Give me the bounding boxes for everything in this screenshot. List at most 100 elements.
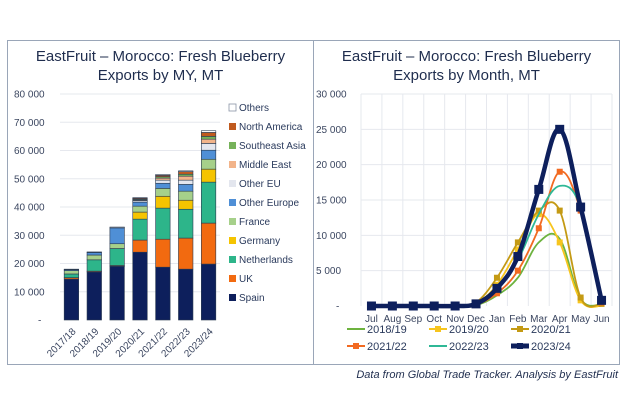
bar-segment-other-europe xyxy=(178,184,194,192)
bar-segment-netherlands xyxy=(63,273,79,278)
legend-swatch xyxy=(229,142,236,149)
y-tick-label: 10 000 xyxy=(14,287,45,298)
y-tick-label: 80 000 xyxy=(14,90,45,101)
bar-segment-france xyxy=(201,158,217,170)
x-tick-label: Jan xyxy=(489,314,505,325)
y-tick-label: 60 000 xyxy=(14,146,45,157)
x-tick-label: Aug xyxy=(383,314,401,325)
legend-label: Other EU xyxy=(239,179,281,190)
bar-segment-spain xyxy=(63,278,79,321)
data-point xyxy=(535,225,542,232)
chart-title-left: EastFruit – Morocco: Fresh Blueberry Exp… xyxy=(8,47,313,85)
y-tick-label: 30 000 xyxy=(316,90,347,101)
bar-segment-spain xyxy=(201,263,217,321)
bar-segment-other-eu xyxy=(178,179,194,185)
data-point xyxy=(429,301,439,311)
data-point xyxy=(471,299,481,309)
y-tick-label: 20 000 xyxy=(316,160,347,171)
data-point xyxy=(535,207,542,214)
bar-segment-other-europe xyxy=(132,201,148,207)
x-tick-label: Apr xyxy=(552,314,568,325)
y-tick-label: 40 000 xyxy=(14,203,45,214)
x-tick-label: Nov xyxy=(446,314,464,325)
bar-segment-others xyxy=(86,251,102,253)
x-tick-label: Jun xyxy=(593,314,609,325)
legend-swatch xyxy=(229,256,236,263)
bar-segment-france xyxy=(63,270,79,275)
data-point xyxy=(576,202,586,212)
title-line-1: EastFruit – Morocco: Fresh Blueberry xyxy=(341,48,592,65)
data-point xyxy=(493,290,500,297)
bar-segment-netherlands xyxy=(178,208,194,239)
bar-segment-others xyxy=(132,197,148,199)
x-tick-label: May xyxy=(571,314,590,325)
x-tick-label: Sep xyxy=(404,314,422,325)
bar-segment-germany xyxy=(178,199,194,210)
legend-marker xyxy=(353,343,359,349)
legend-label: North America xyxy=(239,122,303,133)
bar-segment-netherlands xyxy=(155,207,171,240)
data-point xyxy=(493,274,500,281)
bar-segment-other-europe xyxy=(109,227,125,245)
bar-segment-france xyxy=(132,205,148,213)
legend-swatch xyxy=(229,199,236,206)
bar-segment-germany xyxy=(201,168,217,183)
legend-label: Other Europe xyxy=(239,198,299,209)
y-tick-label: 15 000 xyxy=(316,196,347,207)
legend-swatch xyxy=(228,103,237,112)
y-tick-label: 50 000 xyxy=(14,174,45,185)
bar-segment-germany xyxy=(132,211,148,220)
x-tick-label: Feb xyxy=(509,314,527,325)
bar-segment-spain xyxy=(86,271,102,321)
source-credit: Data from Global Trade Tracker. Analysis… xyxy=(356,369,618,381)
bar-segment-uk xyxy=(155,238,171,268)
bar-segment-netherlands xyxy=(109,248,125,266)
legend-marker xyxy=(517,326,523,332)
bar-segment-north-america xyxy=(178,171,194,175)
y-tick-label: 30 000 xyxy=(14,231,45,242)
bar-segment-other-europe xyxy=(201,149,217,160)
title-line-2: Exports by MY, MT xyxy=(97,67,224,84)
y-tick-label: 5 000 xyxy=(316,266,341,277)
legend-label: 2019/20 xyxy=(449,324,489,336)
bar-segment-netherlands xyxy=(86,259,102,272)
legend-label: 2023/24 xyxy=(531,341,571,353)
bar-segment-other-europe xyxy=(86,252,102,256)
x-tick-label: Oct xyxy=(426,314,442,325)
legend-label: 2020/21 xyxy=(531,324,571,336)
legend-swatch xyxy=(229,161,236,168)
bar-segment-spain xyxy=(132,251,148,321)
chart-title-right: EastFruit – Morocco: Fresh Blueberry Exp… xyxy=(314,47,619,85)
line-chart: - 5 000 10 000 15 000 20 000 25 000 30 000 Jul A… xyxy=(316,90,613,353)
panel-exports-by-month: EastFruit – Morocco: Fresh Blueberry Exp… xyxy=(313,40,620,365)
legend-label: Netherlands xyxy=(239,255,293,266)
data-point xyxy=(555,124,565,134)
bar-segment-other-eu xyxy=(155,179,171,184)
legend-swatch xyxy=(229,294,236,301)
bar-segment-netherlands xyxy=(132,218,148,241)
bar-segment-others xyxy=(63,268,79,271)
legend-label: France xyxy=(239,217,271,228)
legend-label: 2018/19 xyxy=(367,324,407,336)
data-point xyxy=(513,252,523,262)
panel-exports-by-my: EastFruit – Morocco: Fresh Blueberry Exp… xyxy=(7,40,314,365)
legend-swatch xyxy=(229,275,236,282)
y-tick-label: 10 000 xyxy=(316,231,347,242)
legend-label: 2021/22 xyxy=(367,341,407,353)
legend-label: Spain xyxy=(239,293,265,304)
bar-segment-spain xyxy=(155,266,171,321)
bar-segment-others xyxy=(201,130,217,133)
bar-segment-middle-east xyxy=(178,175,194,181)
bar-segment-spain xyxy=(109,266,125,321)
legend-swatch xyxy=(229,237,236,244)
legend-label: Southeast Asia xyxy=(239,141,306,152)
data-point xyxy=(408,301,418,311)
y-tick-label: 20 000 xyxy=(14,259,45,270)
bar-segment-france xyxy=(155,188,171,197)
legend-swatch xyxy=(229,218,236,225)
y-tick-label: 70 000 xyxy=(14,118,45,129)
legend-label: Germany xyxy=(239,236,280,247)
title-line-1: EastFruit – Morocco: Fresh Blueberry xyxy=(35,48,286,65)
legend-marker xyxy=(517,343,523,349)
x-tick-label: Dec xyxy=(467,314,485,325)
